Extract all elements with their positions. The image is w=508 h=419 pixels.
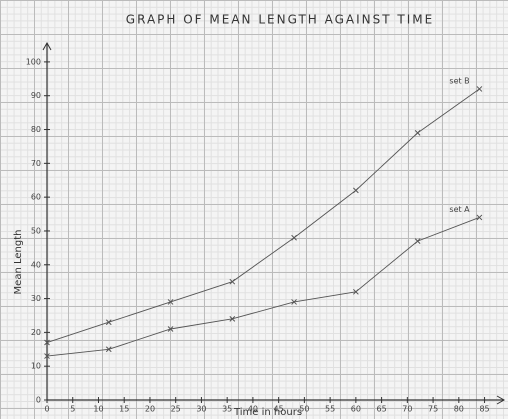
data-point (291, 234, 297, 241)
x-tick-label: 40 (248, 405, 258, 414)
x-tick-label: 60 (351, 405, 361, 414)
data-point (476, 86, 483, 92)
x-tick-label: 5 (70, 405, 75, 414)
data-point (291, 299, 297, 305)
x-axis-label: Time in hours (233, 407, 302, 418)
x-tick-label: 10 (93, 405, 103, 414)
data-point (229, 316, 236, 322)
data-point (167, 326, 174, 332)
series-label: set A (449, 205, 470, 214)
y-axis-arrow (42, 41, 52, 51)
series-line (46, 88, 480, 343)
x-tick-label: 15 (119, 405, 129, 414)
data-point (44, 353, 50, 359)
y-tick-label: 40 (31, 260, 41, 269)
data-point (353, 187, 359, 194)
y-tick-label: 50 (31, 226, 41, 235)
x-tick-label: 55 (325, 405, 335, 414)
data-point (476, 214, 483, 221)
y-axis-label: Mean Length (13, 230, 24, 295)
chart-title: GRAPH OF MEAN LENGTH AGAINST TIME (126, 13, 434, 27)
x-tick-label: 45 (274, 405, 284, 414)
y-tick-label: 10 (31, 362, 41, 371)
data-point (414, 238, 421, 244)
y-tick-label: 30 (31, 294, 41, 303)
y-tick-label: 80 (31, 125, 41, 134)
data-point (44, 339, 50, 346)
y-tick-label: 60 (31, 193, 41, 202)
x-tick-label: 75 (428, 405, 438, 414)
y-tick-label: 100 (26, 57, 41, 66)
y-tick-label: 0 (36, 396, 41, 405)
x-tick-label: 0 (44, 405, 49, 414)
x-tick-label: 70 (402, 405, 412, 414)
x-tick-label: 50 (299, 405, 309, 414)
series-label: set B (449, 76, 469, 85)
x-tick-label: 80 (454, 405, 464, 414)
y-tick-label: 70 (31, 159, 41, 168)
x-tick-label: 30 (196, 405, 206, 414)
series-line (46, 217, 480, 357)
x-tick-label: 35 (222, 405, 232, 414)
data-point (414, 130, 421, 136)
y-tick-label: 20 (31, 328, 41, 337)
x-tick-label: 20 (145, 405, 155, 414)
x-tick-label: 65 (377, 405, 387, 414)
data-point (229, 278, 236, 285)
data-point (105, 319, 112, 326)
x-tick-label: 25 (171, 405, 181, 414)
x-tick-label: 85 (479, 405, 489, 414)
y-tick-label: 90 (31, 91, 41, 100)
data-point (353, 288, 359, 295)
x-axis-arrow (496, 395, 506, 405)
data-point (105, 346, 112, 353)
data-point (167, 299, 174, 305)
